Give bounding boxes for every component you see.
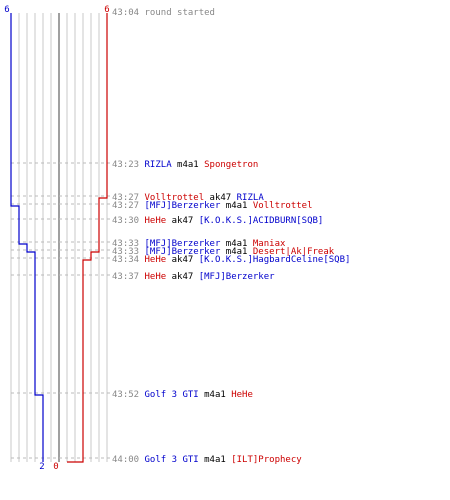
event-time: 43:52 xyxy=(112,390,145,400)
event-row: 44:00 Golf 3 GTI m4a1 [ILT]Prophecy xyxy=(112,455,302,465)
team-b-start-count: 6 xyxy=(104,5,109,15)
event-note: round started xyxy=(145,8,215,18)
event-time: 43:27 xyxy=(112,201,145,211)
event-row: 43:27 [MFJ]Berzerker m4a1 Volltrottel xyxy=(112,201,313,211)
killer-name: RIZLA xyxy=(145,160,178,170)
team-b-end-count: 0 xyxy=(53,462,58,472)
event-time: 43:27 xyxy=(112,193,145,203)
killer-name: HeHe xyxy=(145,255,172,265)
event-time: 43:23 xyxy=(112,160,145,170)
killer-name: [MFJ]Berzerker xyxy=(145,201,226,211)
event-row: 43:23 RIZLA m4a1 Spongetron xyxy=(112,160,258,170)
event-time: 43:33 xyxy=(112,247,145,257)
event-time: 43:34 xyxy=(112,255,145,265)
victim-name: HeHe xyxy=(231,390,253,400)
weapon-name: m4a1 xyxy=(226,201,253,211)
killer-name: HeHe xyxy=(145,272,172,282)
killer-name: HeHe xyxy=(145,216,172,226)
event-time: 43:37 xyxy=(112,272,145,282)
victim-name: [MFJ]Berzerker xyxy=(199,272,275,282)
event-time: 43:04 xyxy=(112,8,145,18)
event-row: 43:33 [MFJ]Berzerker m4a1 Maniax xyxy=(112,239,286,249)
event-row: 43:34 HeHe ak47 [K.O.K.S.]HagbardCeline[… xyxy=(112,255,350,265)
victim-name: Spongetron xyxy=(204,160,258,170)
victim-name: [K.O.K.S.]HagbardCeline[SQB] xyxy=(199,255,351,265)
victim-name: Volltrottel xyxy=(253,201,313,211)
event-row: 43:37 HeHe ak47 [MFJ]Berzerker xyxy=(112,272,275,282)
event-row: 43:30 HeHe ak47 [K.O.K.S.]ACIDBURN[SQB] xyxy=(112,216,323,226)
killer-name: Volltrottel xyxy=(145,193,210,203)
team-a-alive-line xyxy=(10,13,44,462)
event-row: 43:33 [MFJ]Berzerker m4a1 Desert|Ak|Frea… xyxy=(112,247,335,257)
killer-name: Golf 3 GTI xyxy=(145,390,205,400)
weapon-name: m4a1 xyxy=(177,160,204,170)
killer-name: [MFJ]Berzerker xyxy=(145,247,226,257)
victim-name: Desert|Ak|Freak xyxy=(253,247,335,257)
victim-name: [ILT]Prophecy xyxy=(231,455,302,465)
killer-name: Golf 3 GTI xyxy=(145,455,205,465)
weapon-name: ak47 xyxy=(172,272,199,282)
victim-name: Maniax xyxy=(253,239,286,249)
event-row: 43:27 Volltrottel ak47 RIZLA xyxy=(112,193,264,203)
team-a-end-count: 2 xyxy=(39,462,44,472)
event-time: 43:33 xyxy=(112,239,145,249)
event-time: 43:30 xyxy=(112,216,145,226)
weapon-name: m4a1 xyxy=(204,390,231,400)
weapon-name: m4a1 xyxy=(226,247,253,257)
victim-name: [K.O.K.S.]ACIDBURN[SQB] xyxy=(199,216,324,226)
weapon-name: m4a1 xyxy=(226,239,253,249)
killer-name: [MFJ]Berzerker xyxy=(145,239,226,249)
event-row: 43:04 round started xyxy=(112,8,215,18)
event-time: 44:00 xyxy=(112,455,145,465)
weapon-name: ak47 xyxy=(210,193,237,203)
victim-name: RIZLA xyxy=(237,193,265,203)
weapon-name: ak47 xyxy=(172,255,199,265)
event-row: 43:52 Golf 3 GTI m4a1 HeHe xyxy=(112,390,253,400)
weapon-name: m4a1 xyxy=(204,455,231,465)
team-b-alive-line xyxy=(67,13,108,463)
team-a-start-count: 6 xyxy=(4,5,9,15)
weapon-name: ak47 xyxy=(172,216,199,226)
